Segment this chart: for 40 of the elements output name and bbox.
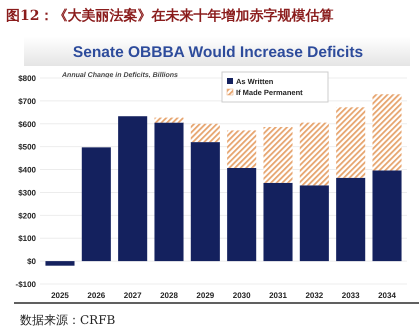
bar [154, 118, 184, 123]
bar [82, 147, 111, 262]
x-tick-label: 2025 [51, 291, 70, 300]
y-tick-label: $0 [27, 257, 37, 266]
bar [300, 122, 329, 186]
x-tick-label: 2033 [342, 291, 360, 300]
y-tick-label: $400 [18, 166, 37, 175]
bar [263, 182, 293, 262]
bar [190, 124, 220, 142]
y-tick-label: $600 [18, 120, 37, 129]
y-tick-label: $300 [18, 188, 37, 198]
y-tick-label: $800 [18, 74, 37, 83]
bar [372, 94, 402, 170]
x-tick-label: 2032 [305, 291, 324, 300]
bar [118, 116, 148, 262]
bar [263, 126, 293, 183]
x-tick-label: 2029 [196, 291, 215, 300]
x-tick-label: 2028 [160, 291, 178, 300]
y-tick-label: -$100 [16, 280, 37, 289]
bar [372, 170, 402, 262]
bar [45, 261, 75, 266]
y-tick-label: $100 [18, 234, 37, 244]
y-tick-label: $700 [18, 96, 37, 106]
bar [227, 130, 256, 168]
x-tick-label: 2034 [378, 291, 396, 300]
bar [336, 107, 366, 178]
y-tick-label: $200 [18, 211, 37, 220]
x-tick-label: 2030 [232, 291, 252, 300]
x-tick-label: 2031 [269, 291, 288, 300]
bar [336, 178, 366, 262]
chart-title: 图12：《大美丽法案》在未来十年增加赤字规模估算 [6, 7, 334, 24]
y-tick-label: $500 [18, 142, 37, 152]
bar [300, 185, 329, 262]
x-tick-label: 2026 [87, 291, 106, 300]
bar [227, 168, 256, 262]
chart-subtitle: Senate OBBBA Would Increase Deficits [72, 44, 364, 61]
x-tick-label: 2027 [124, 291, 142, 300]
bar [190, 142, 220, 262]
bar [154, 122, 184, 262]
source-note: 数据来源：CRFB [20, 313, 116, 327]
